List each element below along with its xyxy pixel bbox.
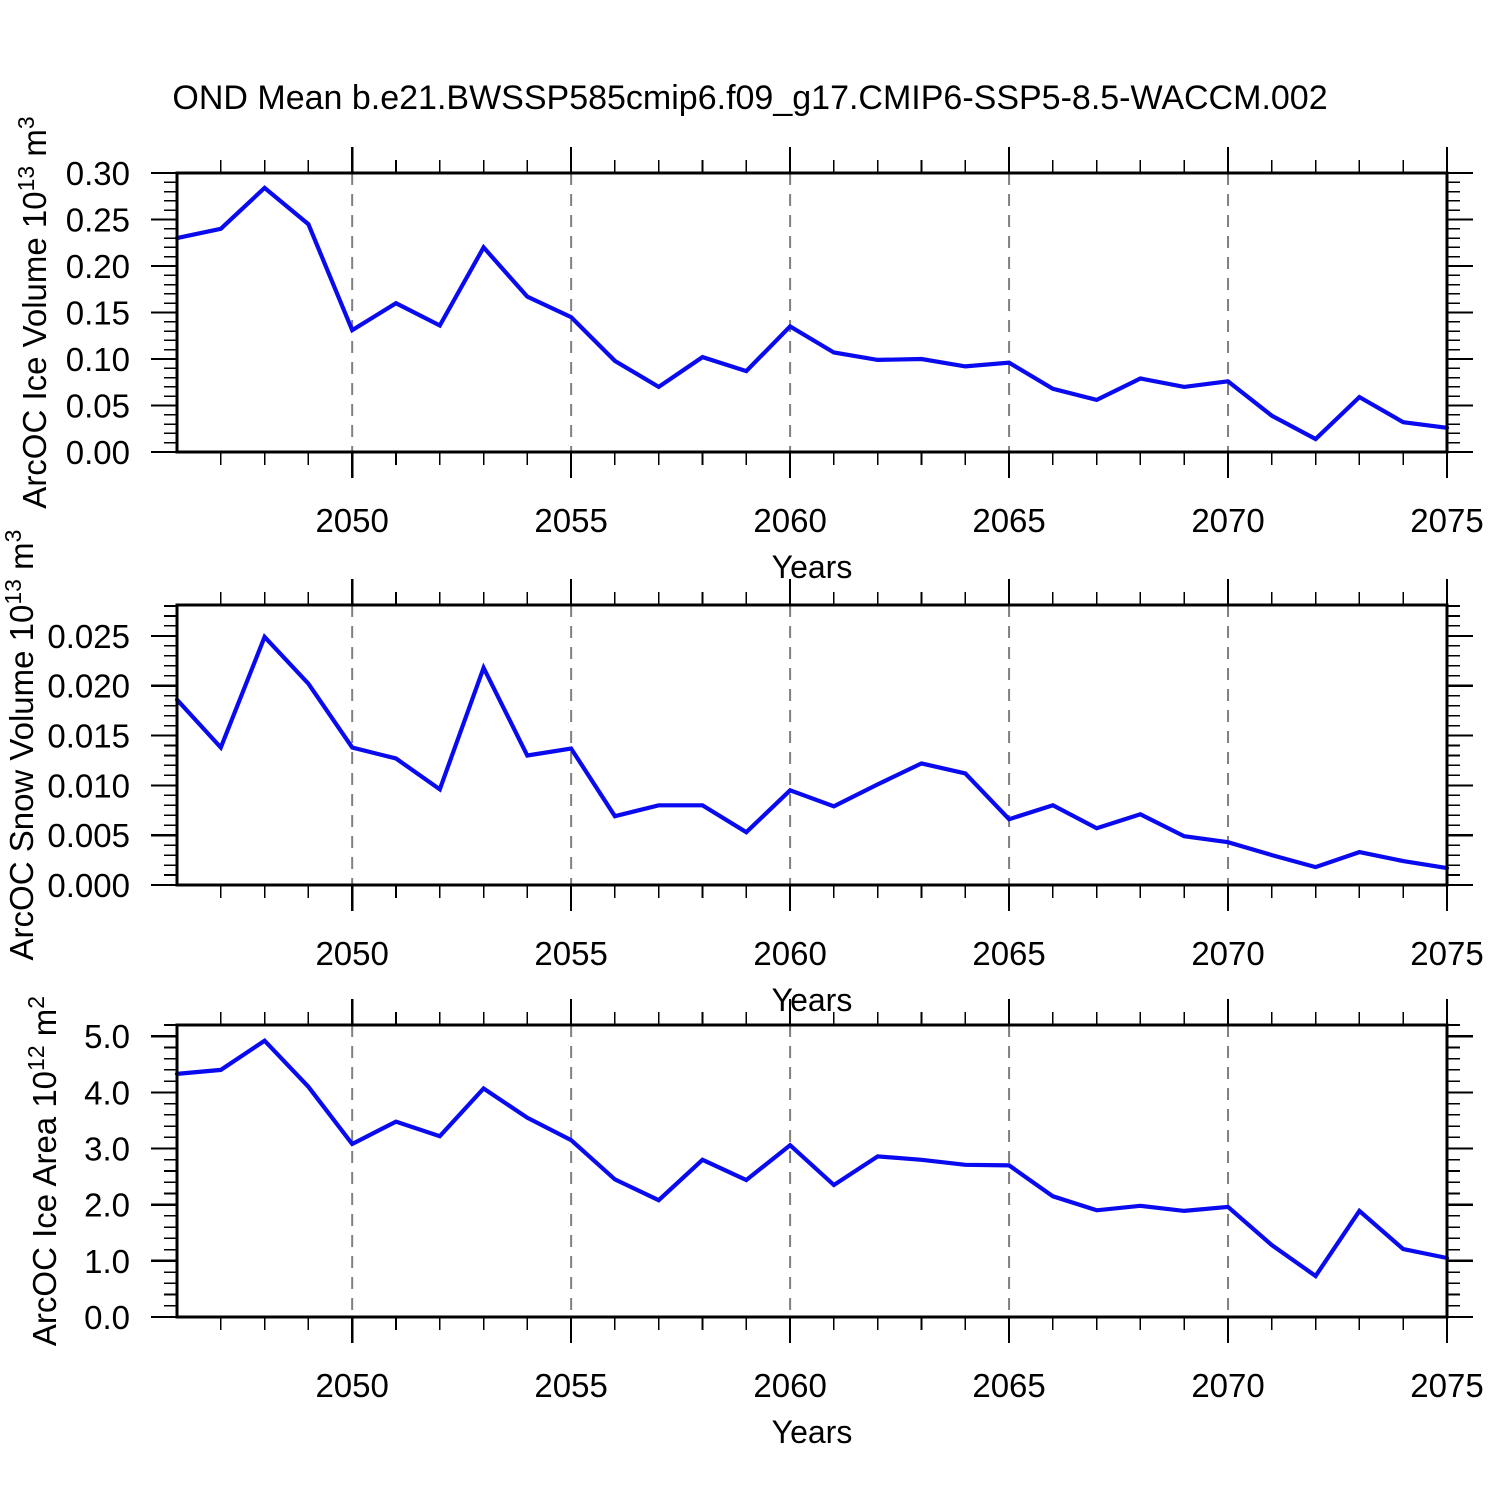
ice-area-line xyxy=(174,1037,1450,1279)
y-tick-label: 0.25 xyxy=(66,202,130,239)
x-tick-label-2060: 2060 xyxy=(753,1367,826,1404)
panel-snow-volume: 2050 2055 2060 2065 2070 2075 0.000 0.005 0.010 0… xyxy=(0,530,1484,1018)
x-axis-title: Years xyxy=(772,982,853,1018)
y-tick-label: 0.005 xyxy=(47,817,130,854)
label-text: m xyxy=(16,129,53,166)
x-axis-title: Years xyxy=(772,549,853,585)
tick-marks xyxy=(151,579,1473,911)
x-tick-label-2070: 2070 xyxy=(1191,935,1264,972)
y-tick-label: 1.0 xyxy=(84,1243,130,1280)
y-tick-label: 0.10 xyxy=(66,341,130,378)
x-tick-label-2055: 2055 xyxy=(534,935,607,972)
label-text: ArcOC Ice Area 10 xyxy=(26,1071,63,1346)
x-tick-label-2055: 2055 xyxy=(534,1367,607,1404)
x-tick-label-2050: 2050 xyxy=(315,502,388,539)
panel-ice-area: 2050 2055 2060 2065 2070 2075 0.0 1.0 2.0 3.0 4.0 5… xyxy=(23,996,1484,1450)
superscript: 12 xyxy=(23,1045,49,1071)
x-tick-label-2065: 2065 xyxy=(972,502,1045,539)
x-tick-label-2070: 2070 xyxy=(1191,502,1264,539)
panel-ice-volume: 2050 2055 2060 2065 2070 2075 0.00 0.05 0.10 0.15… xyxy=(13,116,1484,585)
x-tick-label-2060: 2060 xyxy=(753,502,826,539)
y-tick-label: 0.05 xyxy=(66,388,130,425)
y-tick-label: 0.0 xyxy=(84,1299,130,1336)
y-tick-label: 0.00 xyxy=(66,434,130,471)
y-tick-label: 0.025 xyxy=(47,618,130,655)
figure-title: OND Mean b.e21.BWSSP585cmip6.f09_g17.CMI… xyxy=(172,79,1327,117)
y-tick-label: 0.015 xyxy=(47,718,130,755)
x-tick-label-2075: 2075 xyxy=(1410,502,1483,539)
tick-marks xyxy=(151,999,1473,1343)
y-tick-label: 3.0 xyxy=(84,1131,130,1168)
y-tick-label: 0.15 xyxy=(66,295,130,332)
snow-volume-line xyxy=(174,633,1450,871)
x-tick-label-2070: 2070 xyxy=(1191,1367,1264,1404)
superscript: 3 xyxy=(13,116,39,129)
label-text: ArcOC Snow Volume 10 xyxy=(3,605,40,961)
x-tick-label-2050: 2050 xyxy=(315,1367,388,1404)
x-tick-label-2055: 2055 xyxy=(534,502,607,539)
x-axis-title: Years xyxy=(772,1414,853,1450)
y-tick-label: 0.000 xyxy=(47,867,130,904)
x-tick-label-2050: 2050 xyxy=(315,935,388,972)
x-tick-label-2075: 2075 xyxy=(1410,935,1483,972)
label-text: ArcOC Ice Volume 10 xyxy=(16,191,53,508)
y-tick-label: 5.0 xyxy=(84,1018,130,1055)
y-tick-label: 0.20 xyxy=(66,248,130,285)
y-tick-label: 2.0 xyxy=(84,1187,130,1224)
y-tick-label: 0.010 xyxy=(47,767,130,804)
x-tick-label-2065: 2065 xyxy=(972,935,1045,972)
y-tick-label: 0.30 xyxy=(66,155,130,192)
superscript: 2 xyxy=(23,996,49,1009)
x-tick-label-2065: 2065 xyxy=(972,1367,1045,1404)
y-tick-label: 0.020 xyxy=(47,668,130,705)
y-axis-title-snow-volume: ArcOC Snow Volume 1013 m3 xyxy=(0,530,40,961)
superscript: 13 xyxy=(13,166,39,192)
y-axis-title-ice-area: ArcOC Ice Area 1012 m2 xyxy=(23,996,63,1346)
x-tick-label-2075: 2075 xyxy=(1410,1367,1483,1404)
y-axis-title-ice-volume: ArcOC Ice Volume 1013 m3 xyxy=(13,116,53,508)
superscript: 13 xyxy=(0,579,26,605)
y-tick-label: 4.0 xyxy=(84,1074,130,1111)
ice-volume-line xyxy=(174,185,1450,442)
tick-marks xyxy=(151,147,1473,478)
label-text: m xyxy=(26,1009,63,1046)
x-tick-label-2060: 2060 xyxy=(753,935,826,972)
label-text: m xyxy=(3,542,40,579)
superscript: 3 xyxy=(0,530,26,543)
